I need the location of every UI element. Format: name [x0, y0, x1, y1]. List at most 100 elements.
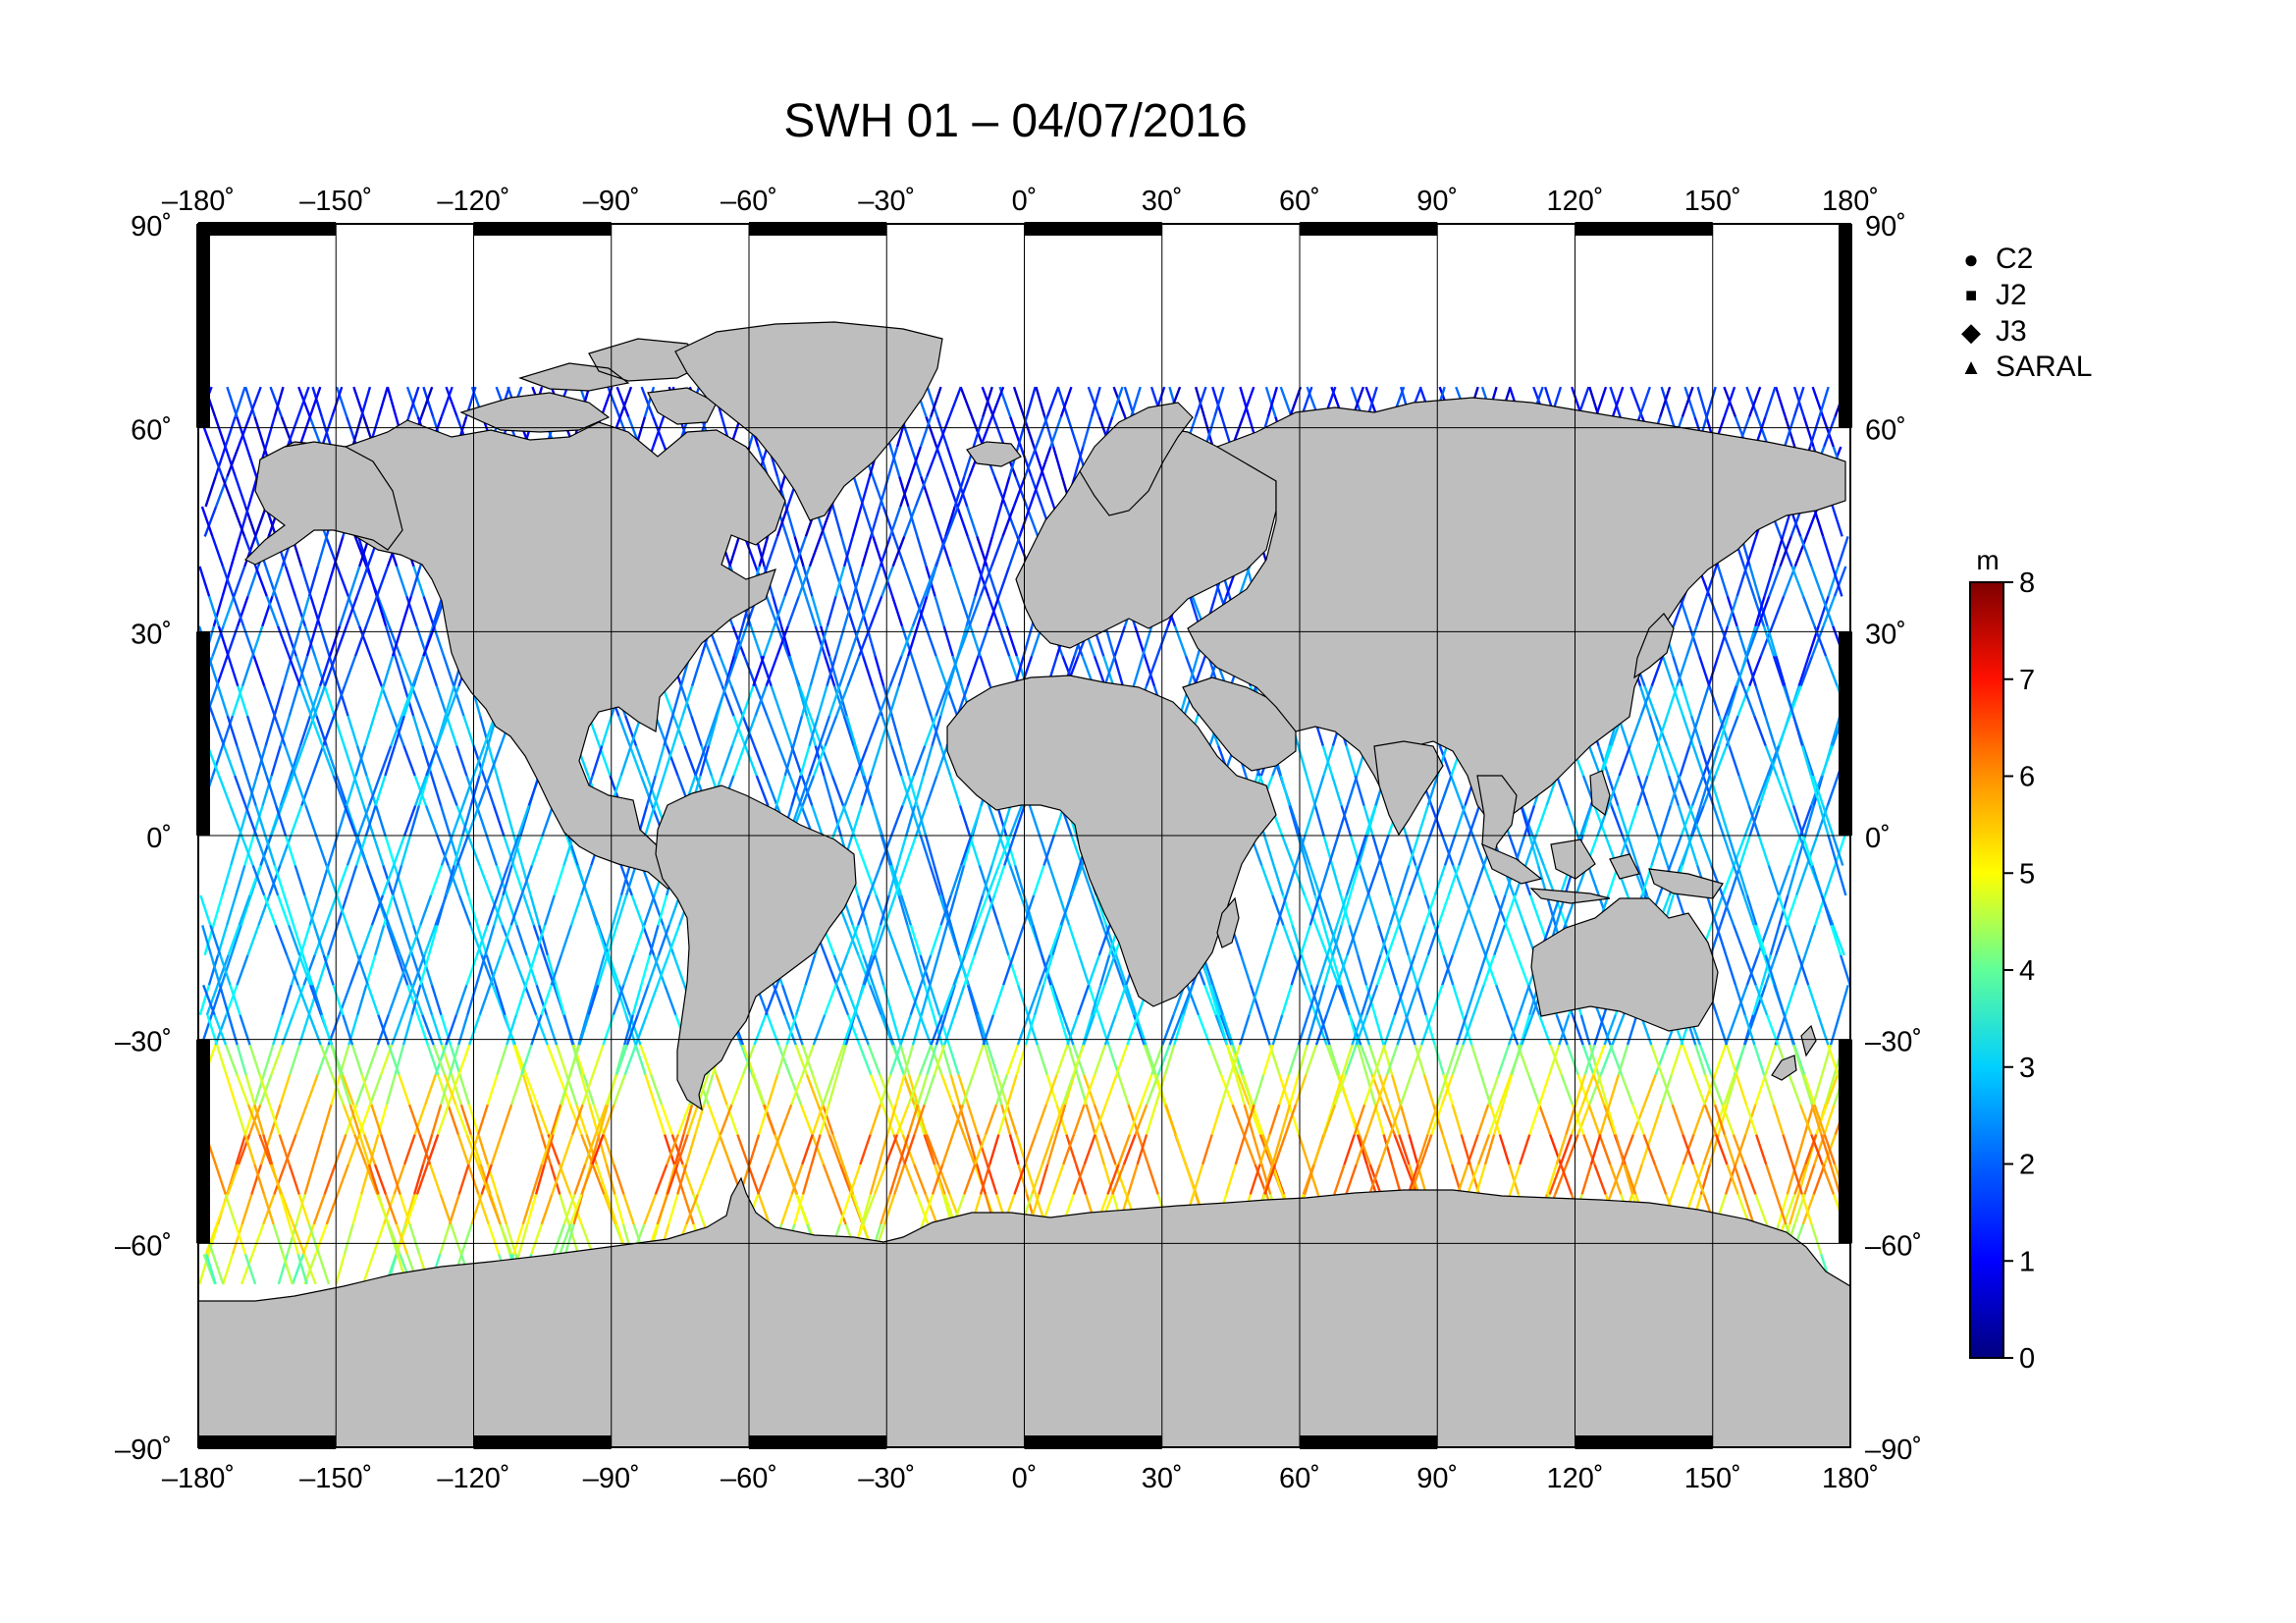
track-segment	[662, 924, 675, 956]
track-segment	[356, 954, 369, 986]
track-segment	[439, 1223, 452, 1255]
track-segment	[1260, 865, 1274, 896]
track-segment	[1279, 386, 1293, 417]
legend-label: J3	[1996, 315, 2027, 348]
track-segment	[1825, 1074, 1840, 1106]
track-segment	[628, 745, 643, 777]
track-segment	[1289, 386, 1303, 417]
track-segment	[1390, 1074, 1402, 1106]
track-segment	[1803, 924, 1817, 956]
track-segment	[1710, 894, 1725, 926]
track-segment	[1261, 1134, 1274, 1165]
track-segment	[236, 954, 249, 986]
track-segment	[380, 685, 395, 717]
track-segment	[1788, 1074, 1802, 1106]
track-segment	[1538, 1074, 1551, 1106]
track-segment	[1193, 655, 1206, 687]
track-segment	[517, 805, 530, 837]
track-segment	[1122, 1134, 1137, 1165]
track-segment	[1792, 386, 1805, 417]
track-segment	[1810, 1223, 1823, 1255]
track-segment	[862, 1194, 877, 1225]
track-segment	[822, 1163, 836, 1195]
track-segment	[411, 715, 424, 746]
track-segment	[506, 894, 518, 926]
track-segment	[885, 1104, 897, 1135]
track-segment	[540, 1134, 553, 1165]
track-segment	[775, 506, 789, 537]
track-segment	[1503, 894, 1517, 926]
legend-item-j3: ◆ J3	[1956, 315, 2027, 349]
track-segment	[512, 1044, 525, 1076]
track-segment	[846, 655, 861, 687]
track-segment	[1302, 1163, 1315, 1195]
track-segment	[1081, 865, 1094, 896]
track-segment	[1268, 1104, 1281, 1135]
track-segment	[600, 386, 614, 417]
track-segment	[356, 805, 371, 837]
track-segment	[997, 1104, 1009, 1135]
track-segment	[236, 416, 248, 448]
track-segment	[1046, 1134, 1058, 1165]
track-segment	[1234, 1134, 1247, 1165]
track-segment	[1095, 894, 1108, 926]
lon-tick-label: 120˚	[1546, 186, 1603, 217]
track-segment	[797, 775, 811, 806]
track-segment	[1027, 984, 1041, 1016]
track-segment	[1005, 1044, 1019, 1076]
track-segment	[1249, 1163, 1261, 1195]
track-segment	[1638, 685, 1651, 717]
track-segment	[879, 894, 890, 926]
track-segment	[1820, 745, 1835, 777]
track-segment	[1698, 1044, 1713, 1076]
track-segment	[1703, 1104, 1718, 1135]
track-segment	[436, 715, 450, 747]
lon-tick-label: –120˚	[437, 1463, 509, 1494]
track-segment	[1680, 805, 1694, 837]
track-segment	[1078, 954, 1091, 986]
track-segment	[211, 536, 225, 568]
track-segment	[559, 1074, 571, 1106]
track-segment	[1498, 1074, 1513, 1106]
legend-item-c2: ● C2	[1956, 243, 2033, 276]
track-segment	[1376, 925, 1389, 956]
track-segment	[613, 1074, 626, 1106]
track-segment	[499, 1223, 513, 1255]
track-segment	[307, 1223, 321, 1255]
track-segment	[843, 775, 858, 806]
track-segment	[1281, 835, 1295, 866]
track-segment	[248, 386, 262, 418]
track-segment	[811, 1134, 825, 1165]
track-segment	[1017, 984, 1030, 1016]
track-segment	[551, 1163, 563, 1195]
track-segment	[478, 745, 490, 777]
track-segment	[234, 386, 246, 417]
track-segment	[755, 775, 770, 806]
track-segment	[764, 984, 778, 1016]
track-segment	[591, 1044, 605, 1076]
track-segment	[1742, 1194, 1755, 1225]
track-segment	[899, 745, 911, 777]
colorbar-tick-label: 1	[2019, 1246, 2035, 1277]
track-segment	[891, 535, 906, 568]
track-segment	[1818, 386, 1830, 417]
track-segment	[351, 1194, 363, 1225]
track-segment	[410, 685, 425, 717]
track-segment	[851, 506, 863, 537]
track-segment	[909, 984, 923, 1016]
track-segment	[1068, 924, 1081, 956]
track-segment	[407, 386, 420, 417]
lon-tick-label: 180˚	[1822, 186, 1879, 217]
track-segment	[757, 1163, 771, 1195]
track-segment	[421, 984, 434, 1016]
track-segment	[207, 595, 221, 627]
track-segment	[953, 476, 966, 508]
lon-tick-label: 180˚	[1822, 1463, 1879, 1494]
track-segment	[364, 805, 377, 837]
track-segment	[444, 775, 458, 806]
track-segment	[485, 954, 498, 986]
track-segment	[1784, 984, 1797, 1016]
track-segment	[502, 865, 513, 896]
track-segment	[292, 925, 304, 956]
track-segment	[640, 386, 655, 418]
